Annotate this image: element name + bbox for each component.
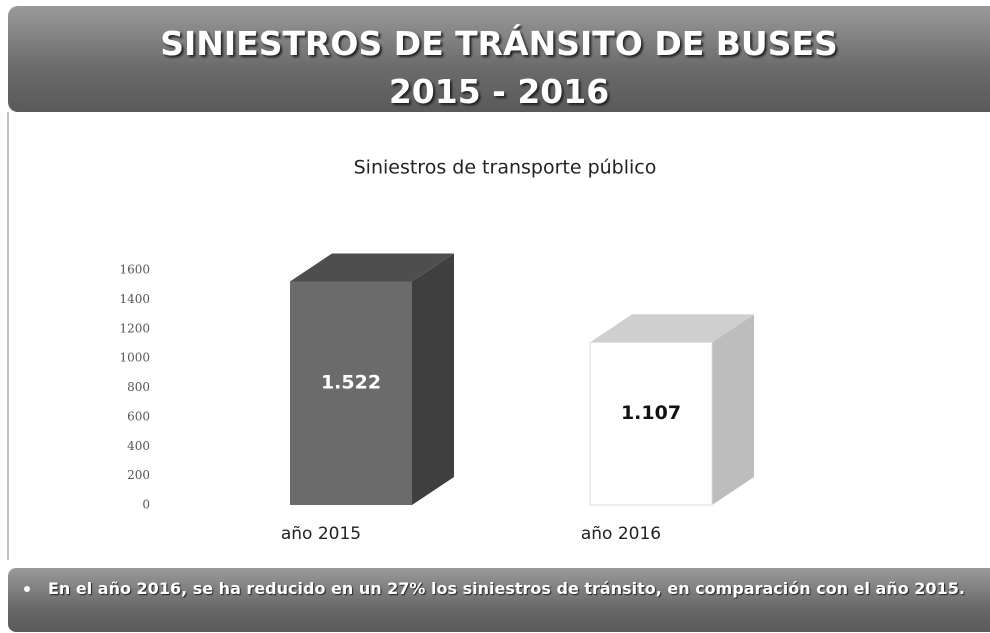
title-banner <box>8 6 990 112</box>
y-tick-label: 1200 <box>119 321 150 335</box>
x-tick-label: año 2016 <box>581 524 661 544</box>
note-banner <box>8 568 990 632</box>
bar <box>589 341 713 506</box>
slide-subtitle: 2015 - 2016 <box>388 72 610 111</box>
bar-top <box>290 253 454 282</box>
bar-top <box>590 314 754 343</box>
bar-side <box>412 253 454 505</box>
y-tick-label: 600 <box>127 409 150 423</box>
chart-title: Siniestros de transporte público <box>354 157 657 179</box>
y-tick-label: 800 <box>127 380 150 394</box>
x-tick-label: año 2015 <box>281 524 361 544</box>
y-tick-label: 1400 <box>119 292 150 306</box>
note-text: En el año 2016, se ha reducido en un 27%… <box>48 579 965 598</box>
slide-title: SINIESTROS DE TRÁNSITO DE BUSES <box>160 24 838 63</box>
bar <box>290 281 412 505</box>
y-tick-label: 1600 <box>119 263 150 277</box>
bullet <box>24 586 30 592</box>
y-tick-label: 1000 <box>119 351 150 365</box>
y-tick-label: 0 <box>142 498 150 512</box>
y-tick-label: 200 <box>127 468 150 482</box>
value-label: 1.107 <box>621 402 681 424</box>
chart: Siniestros de transporte público 0 200 400… <box>7 112 754 560</box>
bar-side <box>712 314 754 505</box>
value-label: 1.522 <box>321 372 381 394</box>
y-tick-label: 400 <box>127 439 150 453</box>
